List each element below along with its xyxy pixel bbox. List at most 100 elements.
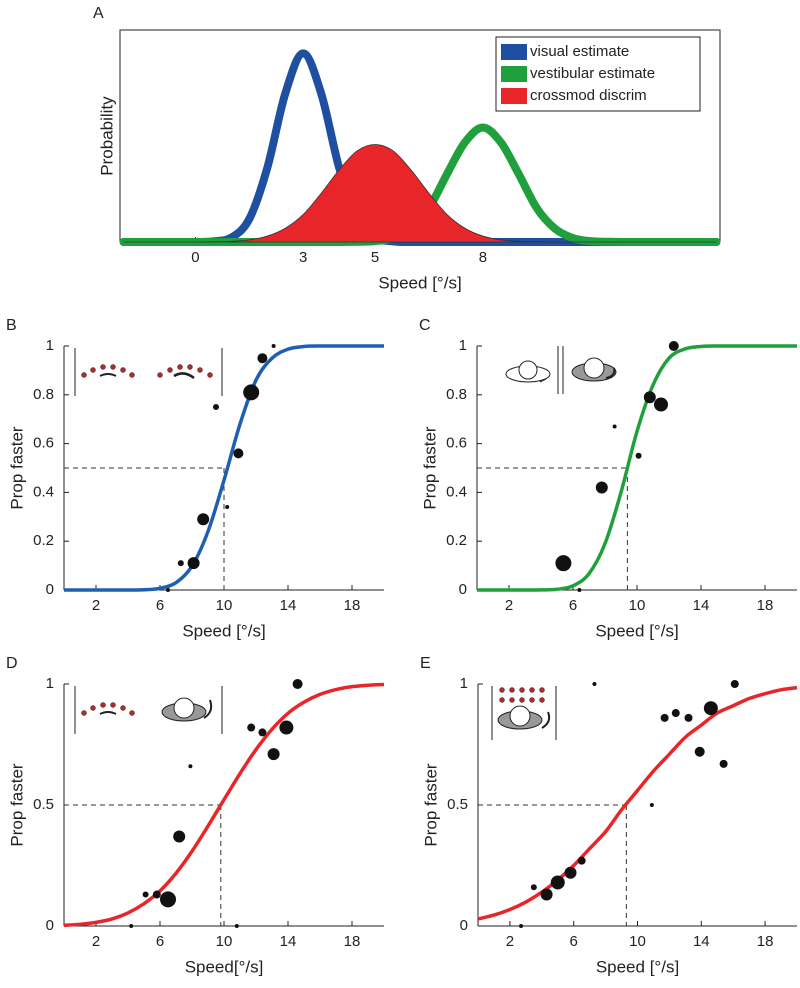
x-tick-label: 18 bbox=[757, 933, 774, 950]
y-tick-label: 0 bbox=[459, 581, 467, 598]
y-axis-title: Prop faster bbox=[421, 763, 440, 846]
data-point bbox=[540, 888, 553, 901]
y-tick-label: 0.4 bbox=[446, 483, 467, 500]
x-tick-label: 14 bbox=[693, 597, 710, 614]
fit-curve bbox=[477, 685, 798, 921]
data-point bbox=[530, 884, 537, 891]
y-axis-title: Probability bbox=[97, 96, 116, 176]
x-tick-label: 14 bbox=[280, 933, 297, 950]
data-point bbox=[684, 713, 693, 722]
x-tick-label: 18 bbox=[757, 597, 774, 614]
y-tick-label: 0.5 bbox=[33, 796, 54, 813]
data-point bbox=[595, 481, 608, 494]
fit-curve bbox=[477, 344, 797, 592]
x-tick-label: 2 bbox=[92, 597, 100, 614]
data-point bbox=[166, 588, 170, 592]
y-tick-label: 1 bbox=[46, 675, 54, 692]
data-point bbox=[292, 679, 303, 689]
data-point bbox=[247, 723, 256, 732]
x-tick-label: 5 bbox=[371, 249, 379, 266]
y-tick-label: 0 bbox=[460, 917, 468, 934]
x-tick-label: 6 bbox=[156, 597, 164, 614]
data-point bbox=[271, 344, 276, 348]
fit-curve bbox=[63, 682, 385, 928]
legend-label: crossmod discrim bbox=[530, 87, 647, 104]
y-tick-label: 0.2 bbox=[446, 532, 467, 549]
y-tick-label: 0.8 bbox=[33, 386, 54, 403]
x-axis-title: Speed [°/s] bbox=[182, 621, 265, 640]
data-point bbox=[173, 830, 186, 843]
data-point bbox=[654, 397, 668, 412]
data-point bbox=[577, 856, 586, 865]
data-point bbox=[577, 588, 582, 592]
data-point bbox=[213, 404, 219, 410]
x-tick-label: 14 bbox=[280, 597, 297, 614]
panel: E 2 6 10 14 18 0 0.5 1 Speed [°/s] Prop faster bbox=[420, 655, 798, 976]
legend-swatch bbox=[501, 66, 527, 82]
x-tick-label: 8 bbox=[479, 249, 487, 266]
data-point bbox=[233, 448, 244, 459]
x-tick-label: 6 bbox=[570, 933, 578, 950]
x-tick-label: 2 bbox=[505, 597, 513, 614]
y-tick-label: 1 bbox=[46, 337, 54, 354]
data-point bbox=[142, 891, 149, 898]
legend-label: visual estimate bbox=[530, 43, 629, 60]
data-point bbox=[234, 924, 239, 928]
x-axis-title: Speed [°/s] bbox=[378, 273, 461, 292]
data-point bbox=[187, 557, 200, 570]
panel-letter: A bbox=[93, 5, 104, 22]
data-point bbox=[197, 513, 210, 526]
data-point bbox=[129, 924, 134, 928]
data-point bbox=[519, 924, 524, 928]
data-point bbox=[694, 746, 705, 757]
area bbox=[123, 144, 717, 243]
data-point bbox=[649, 803, 654, 807]
data-point bbox=[703, 701, 718, 716]
y-tick-label: 0.4 bbox=[33, 483, 54, 500]
data-point bbox=[257, 353, 268, 364]
data-point bbox=[660, 713, 669, 722]
legend-frame bbox=[495, 36, 701, 112]
panel: D 2 6 10 14 18 0 0.5 1 Speed[°/s] Prop faster bbox=[6, 655, 385, 976]
x-tick-label: 14 bbox=[693, 933, 710, 950]
data-point bbox=[635, 452, 642, 459]
y-tick-label: 1 bbox=[460, 675, 468, 692]
x-axis-title: Speed [°/s] bbox=[596, 957, 679, 976]
data-point bbox=[555, 555, 572, 572]
data-point bbox=[730, 680, 739, 688]
y-axis-title: Prop faster bbox=[420, 426, 439, 509]
x-axis-title: Speed [°/s] bbox=[595, 621, 678, 640]
inset-icons bbox=[74, 346, 617, 740]
legend-label: vestibular estimate bbox=[530, 65, 655, 82]
panel: C 2 6 10 14 18 0 0.2 0.4 0.6 0.8 1 Speed [°/s] Prop f… bbox=[419, 317, 797, 640]
x-tick-label: 10 bbox=[216, 597, 233, 614]
data-point bbox=[152, 890, 161, 899]
y-axis-title: Prop faster bbox=[7, 763, 26, 846]
x-tick-label: 2 bbox=[92, 933, 100, 950]
data-point bbox=[668, 341, 679, 351]
y-tick-label: 0 bbox=[46, 917, 54, 934]
x-tick-label: 2 bbox=[506, 933, 514, 950]
data-point bbox=[188, 764, 193, 769]
data-point bbox=[160, 891, 176, 908]
data-point bbox=[643, 391, 656, 404]
legend-swatch bbox=[501, 88, 527, 104]
y-tick-label: 0.5 bbox=[447, 796, 468, 813]
x-tick-label: 18 bbox=[344, 933, 361, 950]
x-tick-label: 10 bbox=[216, 933, 233, 950]
panel: A 0 3 5 8 Speed [°/s] Probability visual estima… bbox=[93, 5, 721, 292]
y-tick-label: 0.2 bbox=[33, 532, 54, 549]
x-tick-label: 18 bbox=[344, 597, 361, 614]
y-tick-label: 0 bbox=[46, 581, 54, 598]
panel: B 2 6 10 14 18 0 0.2 0.4 0.6 0.8 1 Speed [°/s] Prop f… bbox=[6, 317, 384, 640]
x-axis-title: Speed[°/s] bbox=[185, 957, 264, 976]
legend: visual estimate vestibular estimate crossm… bbox=[495, 36, 701, 112]
panel-letter: E bbox=[420, 655, 431, 672]
data-point bbox=[177, 560, 184, 567]
y-tick-label: 0.6 bbox=[33, 435, 54, 452]
data-point bbox=[592, 682, 597, 686]
y-axis-title: Prop faster bbox=[7, 426, 26, 509]
x-tick-label: 10 bbox=[629, 597, 646, 614]
x-tick-label: 0 bbox=[191, 249, 199, 266]
